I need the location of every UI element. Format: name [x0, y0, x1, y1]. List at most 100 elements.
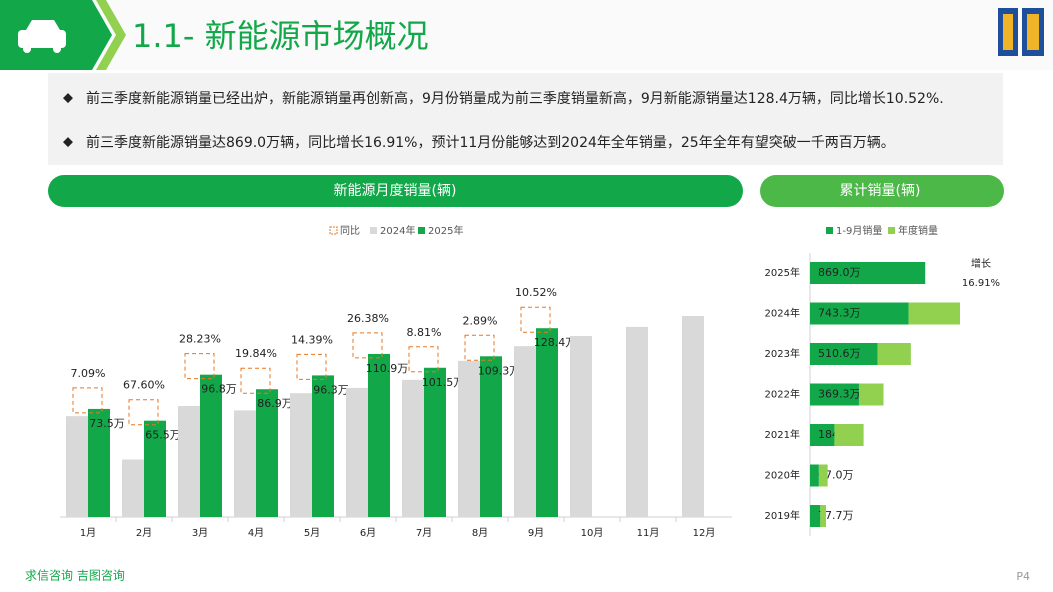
growth-label: 2.89% [463, 314, 498, 327]
section-pill [760, 175, 1004, 207]
bar [820, 505, 827, 527]
growth-label: 10.52% [515, 286, 557, 299]
bar [346, 387, 368, 517]
data-label: 65.5万 [145, 429, 181, 442]
data-label: 109.3万 [478, 364, 521, 377]
bar [810, 505, 821, 527]
bar [88, 408, 110, 517]
y-tick-label: 2019年 [765, 509, 800, 522]
y-tick-label: 2022年 [765, 388, 800, 401]
bar [256, 389, 278, 517]
growth-box [408, 346, 439, 373]
section-title: 新能源月度销量(辆) [334, 183, 457, 199]
legend-swatch [888, 227, 895, 234]
section-title: 累计销量(辆) [840, 183, 921, 199]
legend-swatch [826, 227, 833, 234]
bar [908, 302, 960, 325]
annotation: 增长 [971, 257, 991, 270]
x-tick-label: 5月 [304, 527, 320, 539]
legend-label: 1-9月销量 [836, 224, 882, 237]
bullet: 前三季度新能源销量已经出炉，新能源销量再创新高，9月份销量成为前三季度销量新高，… [86, 91, 944, 107]
bar [480, 356, 502, 517]
x-tick-label: 12月 [693, 527, 716, 539]
bar [66, 416, 88, 517]
data-label: 86.9万 [257, 397, 293, 410]
bar [570, 335, 592, 517]
annotation: 16.91% [962, 278, 1000, 289]
bar [234, 410, 256, 517]
legend-label: 同比 [340, 225, 360, 237]
data-label: 77.7万 [818, 509, 854, 522]
data-label: 110.9万 [366, 362, 409, 375]
car-icon [18, 20, 66, 53]
growth-box [352, 332, 383, 359]
bar [810, 464, 819, 487]
page-number: P4 [1016, 570, 1030, 583]
bar [877, 343, 911, 365]
bar [424, 367, 446, 517]
bar [178, 405, 200, 517]
bullet-box [48, 73, 1003, 165]
x-tick-label: 9月 [528, 527, 544, 539]
growth-label: 8.81% [407, 326, 442, 339]
growth-label: 7.09% [71, 367, 106, 380]
data-label: 96.3万 [313, 383, 349, 396]
data-label: 869.0万 [818, 266, 861, 279]
x-tick-label: 7月 [416, 527, 432, 539]
y-tick-label: 2023年 [765, 347, 800, 360]
section-pill [48, 175, 743, 207]
growth-box [72, 387, 103, 414]
header-chevron-edge [96, 0, 126, 70]
data-label: 128.4万 [534, 336, 577, 349]
growth-box [464, 334, 495, 361]
growth-box [240, 367, 271, 394]
legend-swatch [370, 227, 377, 234]
footer-brand: 求信咨询 吉图咨询 [25, 568, 125, 583]
growth-label: 19.84% [235, 347, 277, 360]
bar [682, 316, 704, 517]
bar [458, 360, 480, 517]
data-label: 510.6万 [818, 347, 861, 360]
growth-box [296, 353, 327, 380]
bar [402, 379, 424, 517]
legend-label: 2024年 [380, 224, 415, 237]
y-tick-label: 2020年 [765, 469, 800, 482]
data-label: 101.5万 [422, 376, 465, 389]
data-label: 73.5万 [89, 417, 125, 430]
growth-label: 28.23% [179, 333, 221, 346]
bar [810, 343, 878, 365]
growth-box [128, 399, 159, 426]
header-bg [0, 0, 1053, 70]
growth-label: 14.39% [291, 333, 333, 346]
bar [536, 328, 558, 517]
y-tick-label: 2025年 [765, 266, 800, 279]
x-tick-label: 8月 [472, 527, 488, 539]
bullet-icon: ◆ [63, 135, 73, 150]
bullet: 前三季度新能源销量达869.0万辆，同比增长16.91%，预计11月份能够达到2… [86, 135, 895, 151]
bullet-icon: ◆ [63, 91, 73, 106]
data-label: 96.8万 [201, 383, 237, 396]
bar [810, 424, 835, 446]
bar [144, 420, 166, 517]
legend-label: 2025年 [428, 224, 463, 237]
bar [818, 464, 828, 487]
x-tick-label: 1月 [80, 527, 96, 539]
legend-label: 年度销量 [898, 224, 938, 237]
bar [368, 353, 390, 517]
bar [858, 383, 884, 406]
bar [834, 424, 864, 446]
page-title: 1.1- 新能源市场概况 [132, 17, 429, 55]
bar [514, 346, 536, 517]
bar [810, 383, 859, 406]
data-label: 743.3万 [818, 307, 861, 320]
bar [810, 262, 926, 284]
bar [810, 302, 909, 325]
legend-swatch [329, 226, 338, 235]
bar [312, 375, 334, 517]
y-tick-label: 2021年 [765, 428, 800, 441]
x-tick-label: 4月 [248, 527, 264, 539]
bar [200, 374, 222, 517]
growth-label: 26.38% [347, 312, 389, 325]
bar [626, 326, 648, 517]
